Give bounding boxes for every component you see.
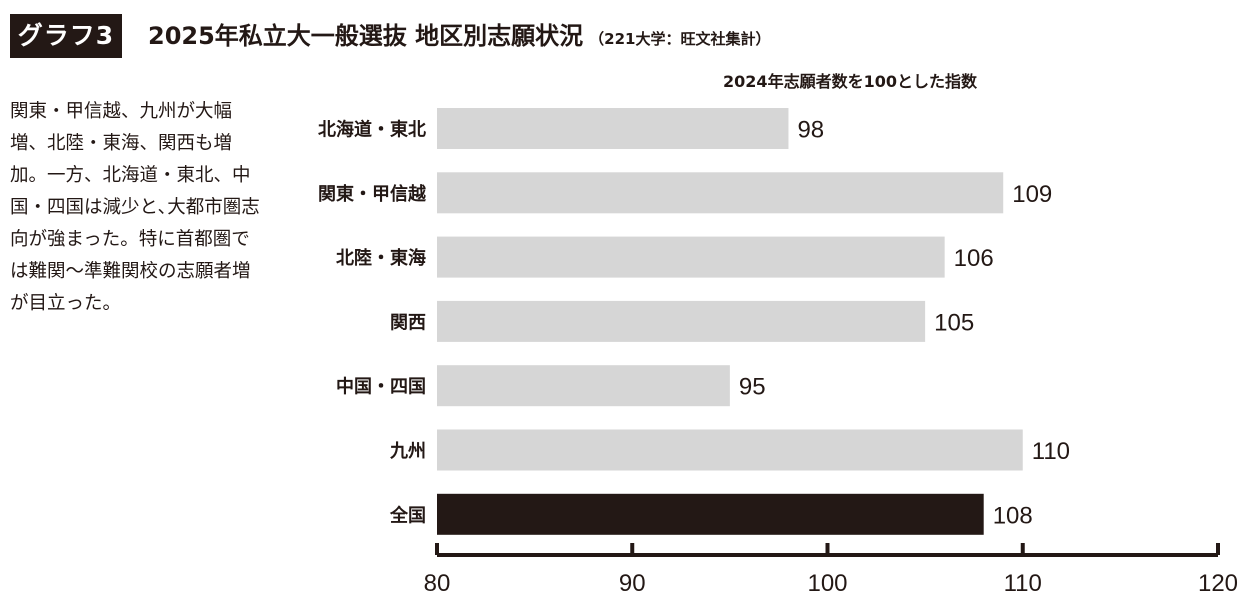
value-label: 98 <box>797 117 824 144</box>
value-label: 95 <box>739 374 766 401</box>
category-label: 関東・甲信越 <box>318 183 427 205</box>
bar <box>437 236 945 278</box>
x-tick-label: 90 <box>619 570 646 597</box>
x-tick-label: 120 <box>1198 570 1238 597</box>
category-label: 中国・四国 <box>336 376 426 398</box>
bar <box>437 108 789 149</box>
bar <box>437 300 926 342</box>
category-label: 北海道・東北 <box>318 119 426 141</box>
value-label: 109 <box>1012 181 1052 208</box>
category-label: 九州 <box>389 441 426 462</box>
value-label: 110 <box>1032 438 1070 465</box>
title-text: 2025年私立大一般選抜 地区別志願状況 <box>148 22 584 50</box>
x-tick-label: 110 <box>1004 570 1042 597</box>
page-title: 2025年私立大一般選抜 地区別志願状況 （221大学：旺文社集計） <box>148 16 770 56</box>
value-label: 105 <box>934 309 974 336</box>
description-text: 関東・甲信越、九州が大幅増、北陸・東海、関西も増加。一方、北海道・東北、中国・四… <box>10 101 260 314</box>
bar <box>437 365 730 407</box>
value-label: 108 <box>993 502 1033 529</box>
value-label: 106 <box>954 245 994 272</box>
bar <box>437 493 984 535</box>
category-label: 全国 <box>389 504 426 526</box>
chart-caption: 2024年志願者数を100とした指数 <box>723 72 977 91</box>
category-label: 北陸・東海 <box>336 247 426 269</box>
x-tick-label: 100 <box>807 570 847 597</box>
chart-number-badge: グラフ3 <box>10 14 122 58</box>
source-note: （221大学：旺文社集計） <box>589 30 771 48</box>
bar <box>437 429 1023 471</box>
category-label: 関西 <box>390 312 426 333</box>
bar <box>437 172 1004 214</box>
x-tick-label: 80 <box>424 570 451 597</box>
